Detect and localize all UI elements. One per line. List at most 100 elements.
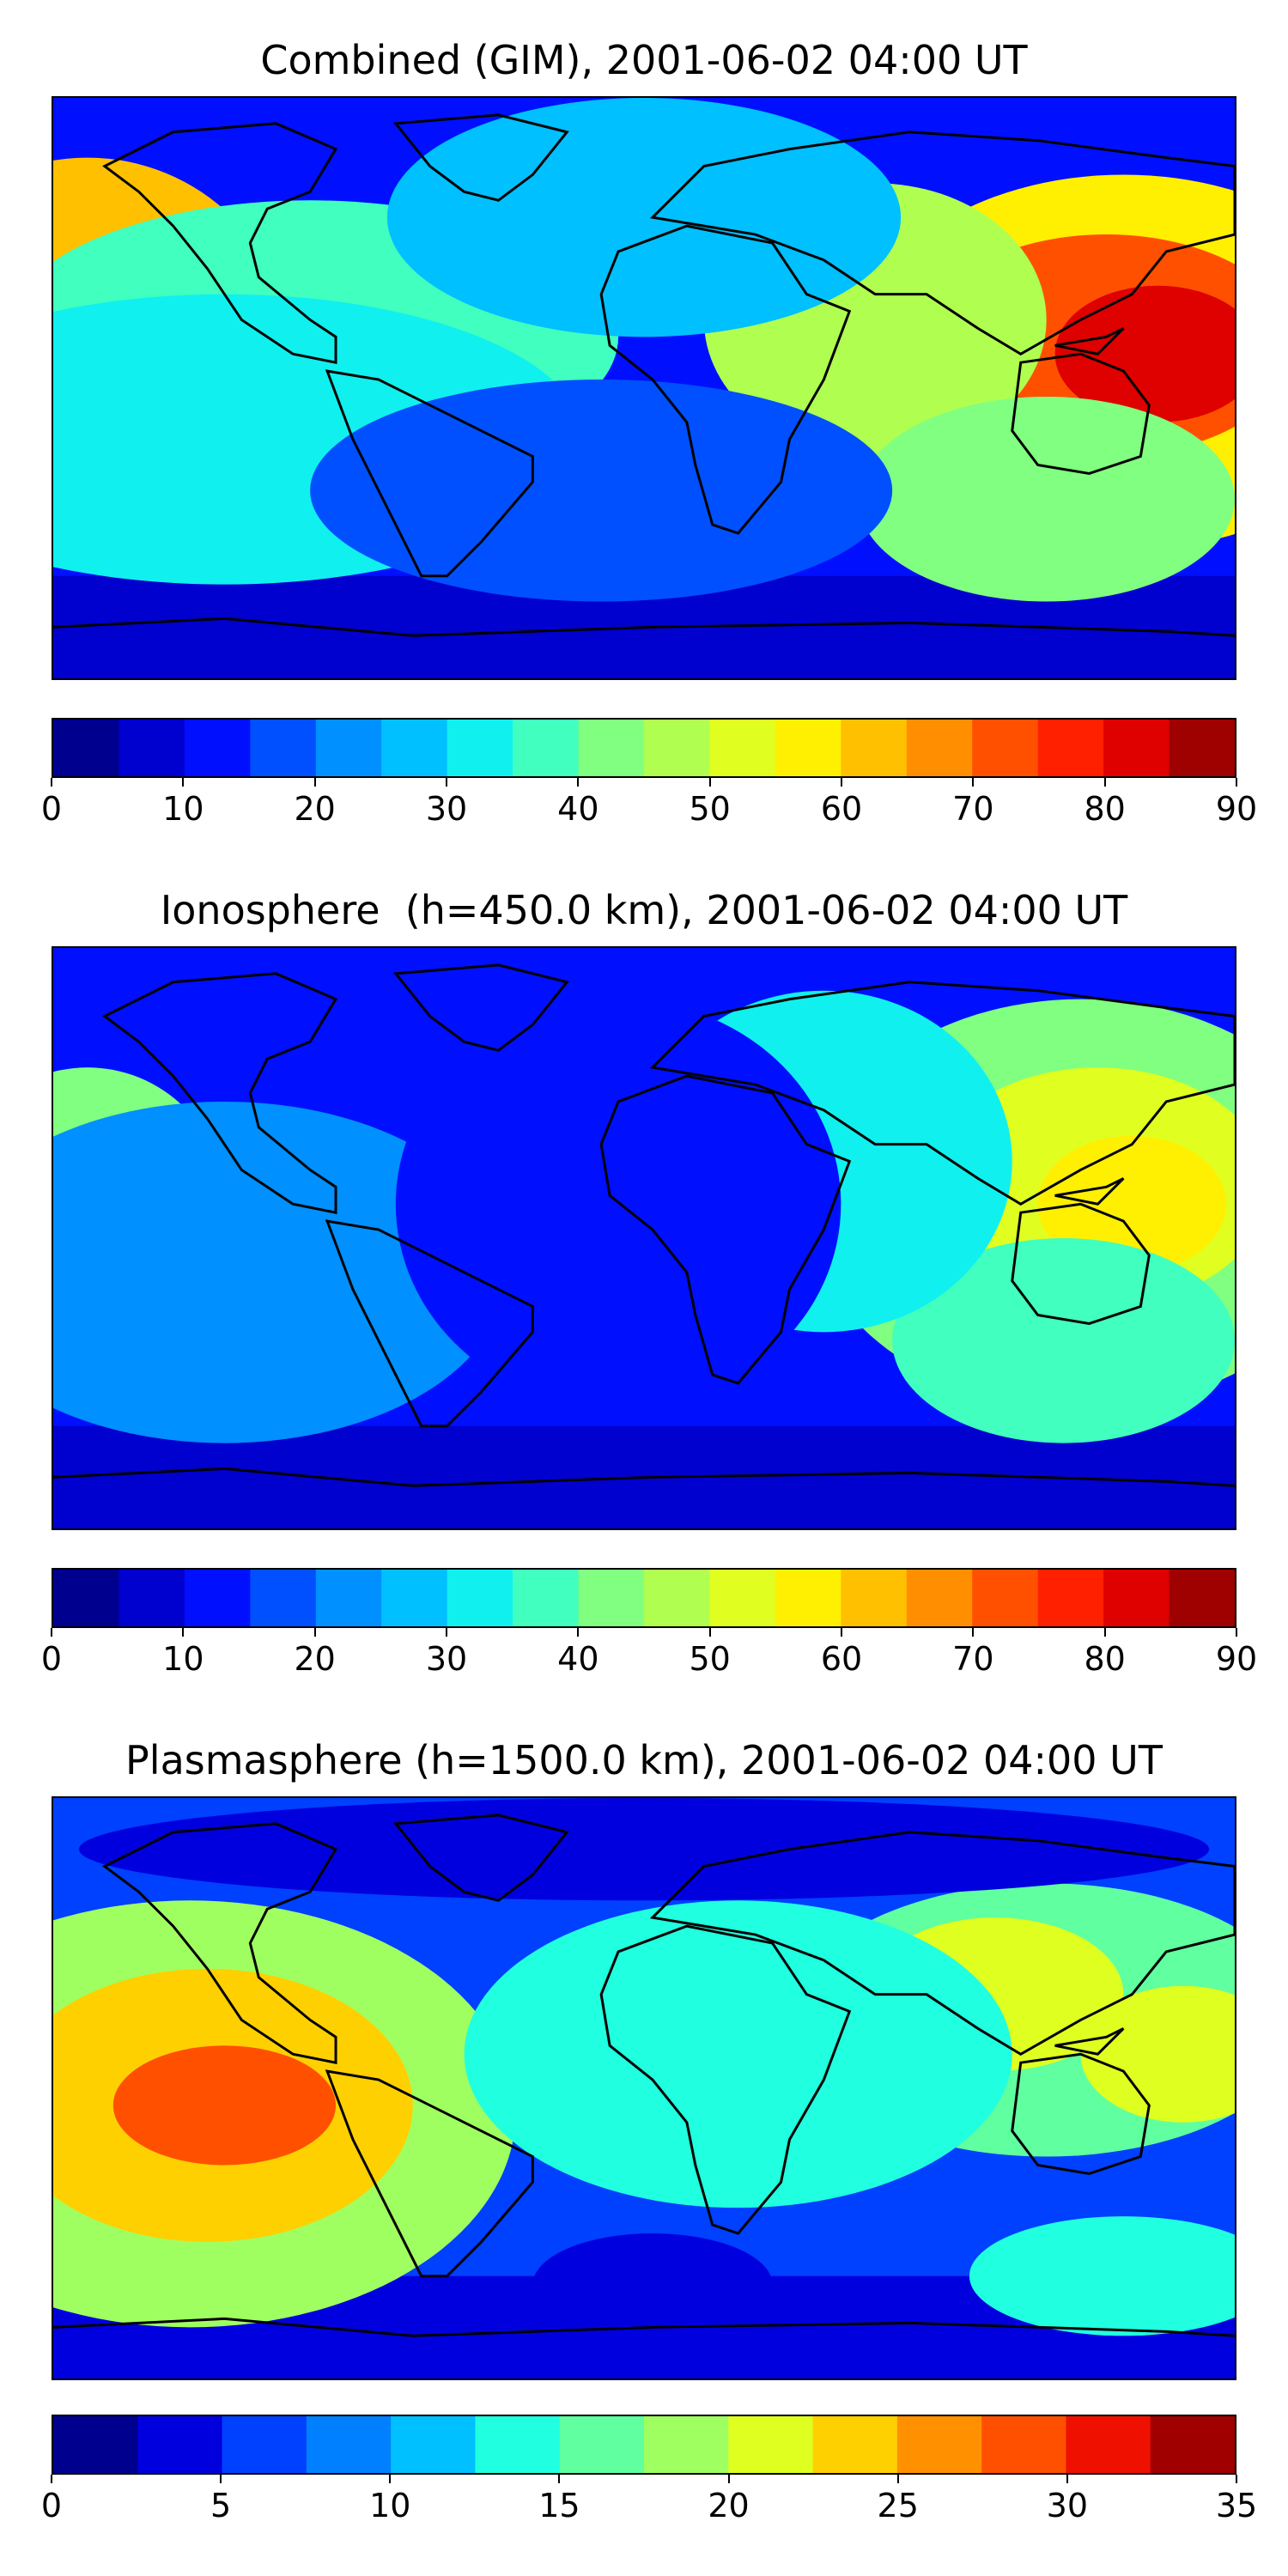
coastline <box>101 122 338 364</box>
coastline <box>649 131 1235 355</box>
colorbar-tick-label: 80 <box>1084 1640 1126 1678</box>
colorbar-tick-label: 5 <box>210 2487 232 2524</box>
colorbar-tick-label: 70 <box>952 1640 994 1678</box>
colorbar-segment <box>1037 1570 1104 1626</box>
coastline <box>599 1074 852 1385</box>
contour-region <box>532 2233 773 2336</box>
contour-region <box>310 380 893 602</box>
contour-region <box>395 999 841 1409</box>
contour-region <box>386 98 902 337</box>
coastline <box>599 1924 852 2235</box>
colorbar-tick <box>313 778 316 787</box>
colorbar-segment <box>250 1570 317 1626</box>
coastline <box>325 1219 534 1428</box>
colorbar-segment <box>841 1570 908 1626</box>
colorbar-segment <box>1169 720 1235 776</box>
colorbar-segment <box>775 720 841 776</box>
colorbar-segment <box>812 2416 898 2473</box>
colorbar-tick <box>51 1628 52 1637</box>
colorbar-segment <box>475 2416 561 2473</box>
colorbar-segment <box>1103 720 1170 776</box>
colorbar-tick <box>446 778 447 787</box>
panel-1-colorbar <box>52 718 1236 778</box>
colorbar-tick-label: 70 <box>952 790 994 828</box>
coastline <box>53 1467 1235 1487</box>
coastline <box>599 224 852 535</box>
panel-3-colorbar-ticks: 0 5 10 15 20 25 30 35 <box>41 2475 1257 2526</box>
colorbar-tick <box>708 778 711 787</box>
coastline <box>325 2069 534 2278</box>
contour-region <box>1037 1135 1227 1273</box>
panel-3-map <box>52 1796 1236 2380</box>
contour-map-svg <box>53 98 1235 678</box>
colorbar-segment <box>513 720 580 776</box>
colorbar-tick-label: 50 <box>689 1640 731 1678</box>
colorbar-segment <box>306 2416 392 2473</box>
coastline <box>392 1814 569 1902</box>
colorbar-segment <box>447 1570 513 1626</box>
colorbar-segment <box>391 2416 476 2473</box>
colorbar-segment <box>972 720 1039 776</box>
colorbar-segment <box>709 720 776 776</box>
colorbar-tick <box>972 1628 975 1637</box>
colorbar-segment <box>906 720 973 776</box>
colorbar-tick <box>446 1628 447 1637</box>
coastline <box>325 369 534 578</box>
colorbar-tick <box>972 778 975 787</box>
colorbar-tick <box>1103 778 1106 787</box>
colorbar-tick-label: 90 <box>1215 790 1258 828</box>
colorbar-segment <box>513 1570 580 1626</box>
colorbar-tick <box>220 2475 222 2483</box>
colorbar-tick-label: 20 <box>294 790 336 828</box>
colorbar-segment <box>644 1570 710 1626</box>
colorbar-segment <box>184 720 251 776</box>
colorbar-segment <box>1066 2416 1151 2473</box>
contour-region <box>892 1238 1235 1443</box>
colorbar-tick <box>896 2475 899 2483</box>
colorbar-segment <box>1150 2416 1235 2473</box>
colorbar-segment <box>972 1570 1039 1626</box>
coastline <box>1011 2052 1151 2175</box>
panel-1-colorbar-ticks: 0 10 20 30 40 50 60 70 80 90 <box>41 778 1257 829</box>
colorbar-segment <box>709 1570 776 1626</box>
colorbar-tick-label: 30 <box>1046 2487 1089 2524</box>
colorbar-tick-label: 20 <box>294 1640 336 1678</box>
colorbar-segment <box>315 1570 382 1626</box>
colorbar-segment <box>315 720 382 776</box>
contour-region <box>1080 1985 1235 2123</box>
coastline <box>1054 327 1125 355</box>
colorbar-tick <box>313 1628 316 1637</box>
colorbar-tick-label: 10 <box>369 2487 411 2524</box>
colorbar-tick-label: 0 <box>40 2487 63 2524</box>
colorbar-segment <box>447 720 513 776</box>
panel-1-title: Combined (GIM), 2001-06-02 04:00 UT <box>260 37 1028 83</box>
colorbar-segment <box>250 720 317 776</box>
colorbar-tick-label: 30 <box>425 1640 468 1678</box>
coastline <box>53 617 1235 637</box>
contour-region <box>53 1102 507 1443</box>
colorbar-tick-label: 50 <box>689 790 731 828</box>
colorbar-segment <box>53 1570 119 1626</box>
colorbar-tick <box>841 1628 842 1637</box>
colorbar-tick <box>577 1628 580 1637</box>
colorbar-segment <box>981 2416 1066 2473</box>
contour-region <box>78 1798 1210 1901</box>
colorbar-tick <box>1236 778 1237 787</box>
colorbar-tick <box>558 2475 561 2483</box>
panel-2-colorbar <box>52 1568 1236 1628</box>
colorbar-segment <box>578 720 645 776</box>
coastline <box>1054 2027 1125 2056</box>
colorbar-tick-label: 60 <box>820 1640 863 1678</box>
colorbar-tick <box>1236 2475 1237 2483</box>
colorbar-segment <box>896 2416 982 2473</box>
contour-region <box>464 1900 1012 2208</box>
colorbar-segment <box>118 720 185 776</box>
coastline <box>392 113 569 202</box>
contour-map-svg <box>53 1798 1235 2379</box>
coastline <box>649 981 1235 1206</box>
contour-map-svg <box>53 948 1235 1528</box>
colorbar-tick <box>51 778 52 787</box>
colorbar-segment <box>728 2416 814 2473</box>
colorbar-svg <box>53 2416 1235 2473</box>
colorbar-tick <box>389 2475 392 2483</box>
